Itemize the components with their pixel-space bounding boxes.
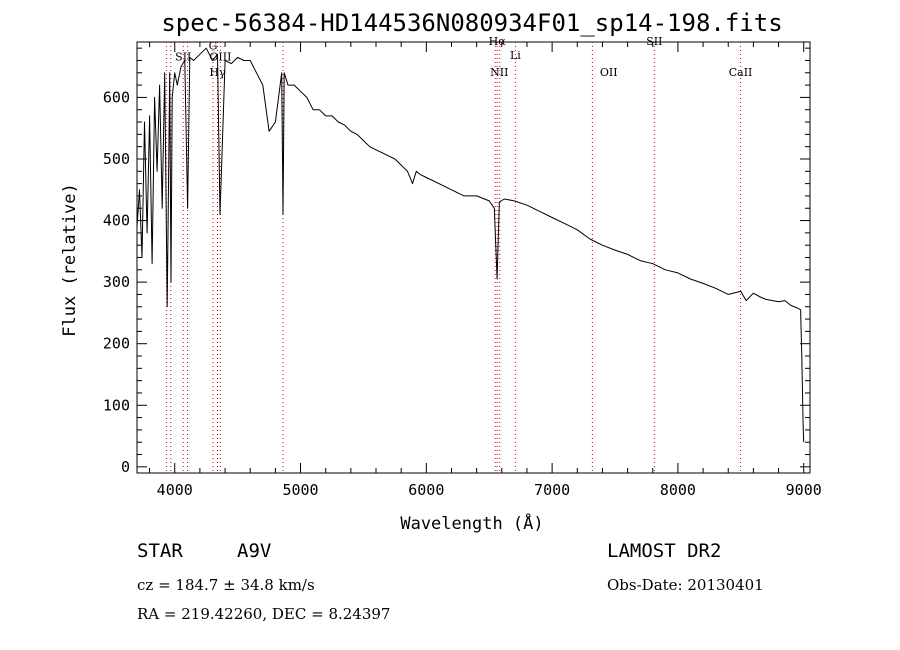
annotation-label: G bbox=[209, 39, 218, 52]
axis-ticks: 4000 5000 6000 7000 8000 9000 0 100 200 300 400 500… bbox=[103, 42, 822, 499]
x-tick-label: 4000 bbox=[157, 481, 193, 499]
x-axis-label: Wavelength (Å) bbox=[400, 512, 543, 534]
chart-title: spec-56384-HD144536N080934F01_sp14-198.f… bbox=[161, 9, 782, 37]
annotation-label: SII bbox=[646, 35, 662, 48]
y-tick-label: 500 bbox=[103, 150, 130, 168]
spectrum-series bbox=[136, 47, 805, 443]
annotation-label: OIII bbox=[209, 50, 231, 63]
y-tick-label: 300 bbox=[103, 273, 130, 291]
annotation-label: NII bbox=[490, 66, 508, 79]
y-tick-label: 0 bbox=[121, 458, 130, 476]
redshift-velocity: cz = 184.7 ± 34.8 km/s bbox=[137, 576, 315, 594]
annotation-label: SII bbox=[175, 50, 191, 63]
survey-name: LAMOST DR2 bbox=[607, 540, 722, 562]
plot-frame bbox=[136, 41, 811, 474]
annotation-label: OII bbox=[600, 66, 618, 79]
x-tick-label: 7000 bbox=[534, 481, 570, 499]
y-tick-label: 100 bbox=[103, 396, 130, 414]
object-type: STAR bbox=[137, 540, 183, 562]
coordinates: RA = 219.42260, DEC = 8.24397 bbox=[137, 605, 391, 623]
annotation-label: CaII bbox=[729, 66, 753, 79]
x-tick-label: 9000 bbox=[786, 481, 822, 499]
observation-date: Obs-Date: 20130401 bbox=[607, 576, 764, 594]
spectrum-line bbox=[136, 47, 805, 443]
subclass: A9V bbox=[237, 540, 272, 562]
y-axis-label: Flux (relative) bbox=[60, 183, 80, 337]
annotation-label: Hα bbox=[489, 35, 507, 48]
x-tick-label: 5000 bbox=[282, 481, 318, 499]
x-tick-label: 8000 bbox=[660, 481, 696, 499]
annotation-label: Li bbox=[510, 49, 521, 62]
y-tick-label: 200 bbox=[103, 335, 130, 353]
y-tick-label: 600 bbox=[103, 88, 130, 106]
x-tick-label: 6000 bbox=[408, 481, 444, 499]
y-tick-label: 400 bbox=[103, 212, 130, 230]
